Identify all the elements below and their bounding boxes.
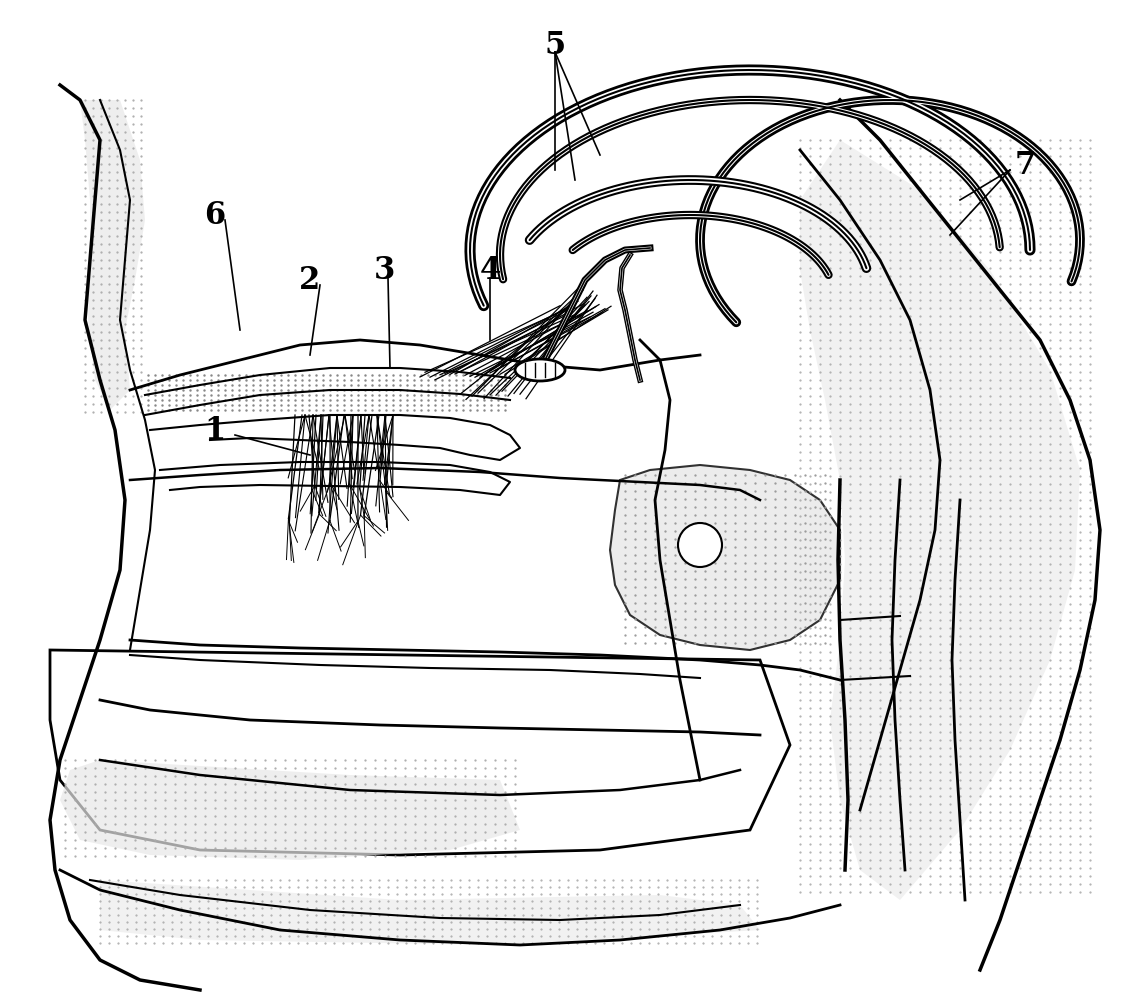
Text: 6: 6 [205,199,226,230]
Text: 5: 5 [544,30,565,61]
Ellipse shape [515,359,565,381]
Text: 2: 2 [299,265,320,296]
Polygon shape [49,650,790,855]
Text: 4: 4 [479,255,500,286]
Circle shape [678,523,722,567]
Text: 7: 7 [1015,149,1035,180]
Text: 1: 1 [205,414,226,445]
Polygon shape [100,880,760,945]
Polygon shape [60,760,520,860]
Polygon shape [610,465,840,650]
Text: 3: 3 [374,255,396,286]
Polygon shape [80,100,145,410]
Polygon shape [800,140,1080,900]
